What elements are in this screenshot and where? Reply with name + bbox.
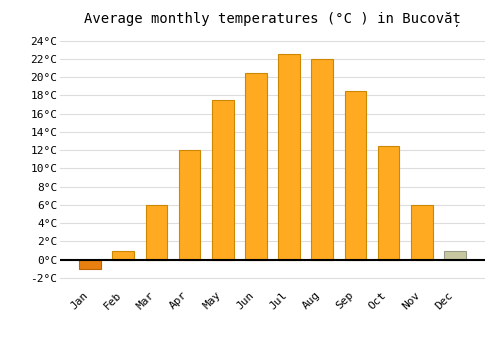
Bar: [146, 205, 167, 260]
Bar: [245, 72, 266, 260]
Bar: [80, 260, 101, 269]
Bar: [344, 91, 366, 260]
Bar: [212, 100, 234, 260]
Bar: [411, 205, 432, 260]
Bar: [378, 146, 400, 260]
Bar: [312, 59, 333, 260]
Title: Average monthly temperatures (°C ) in Bucovăț: Average monthly temperatures (°C ) in Bu…: [84, 12, 461, 27]
Bar: [179, 150, 201, 260]
Bar: [444, 251, 466, 260]
Bar: [278, 54, 300, 260]
Bar: [112, 251, 134, 260]
